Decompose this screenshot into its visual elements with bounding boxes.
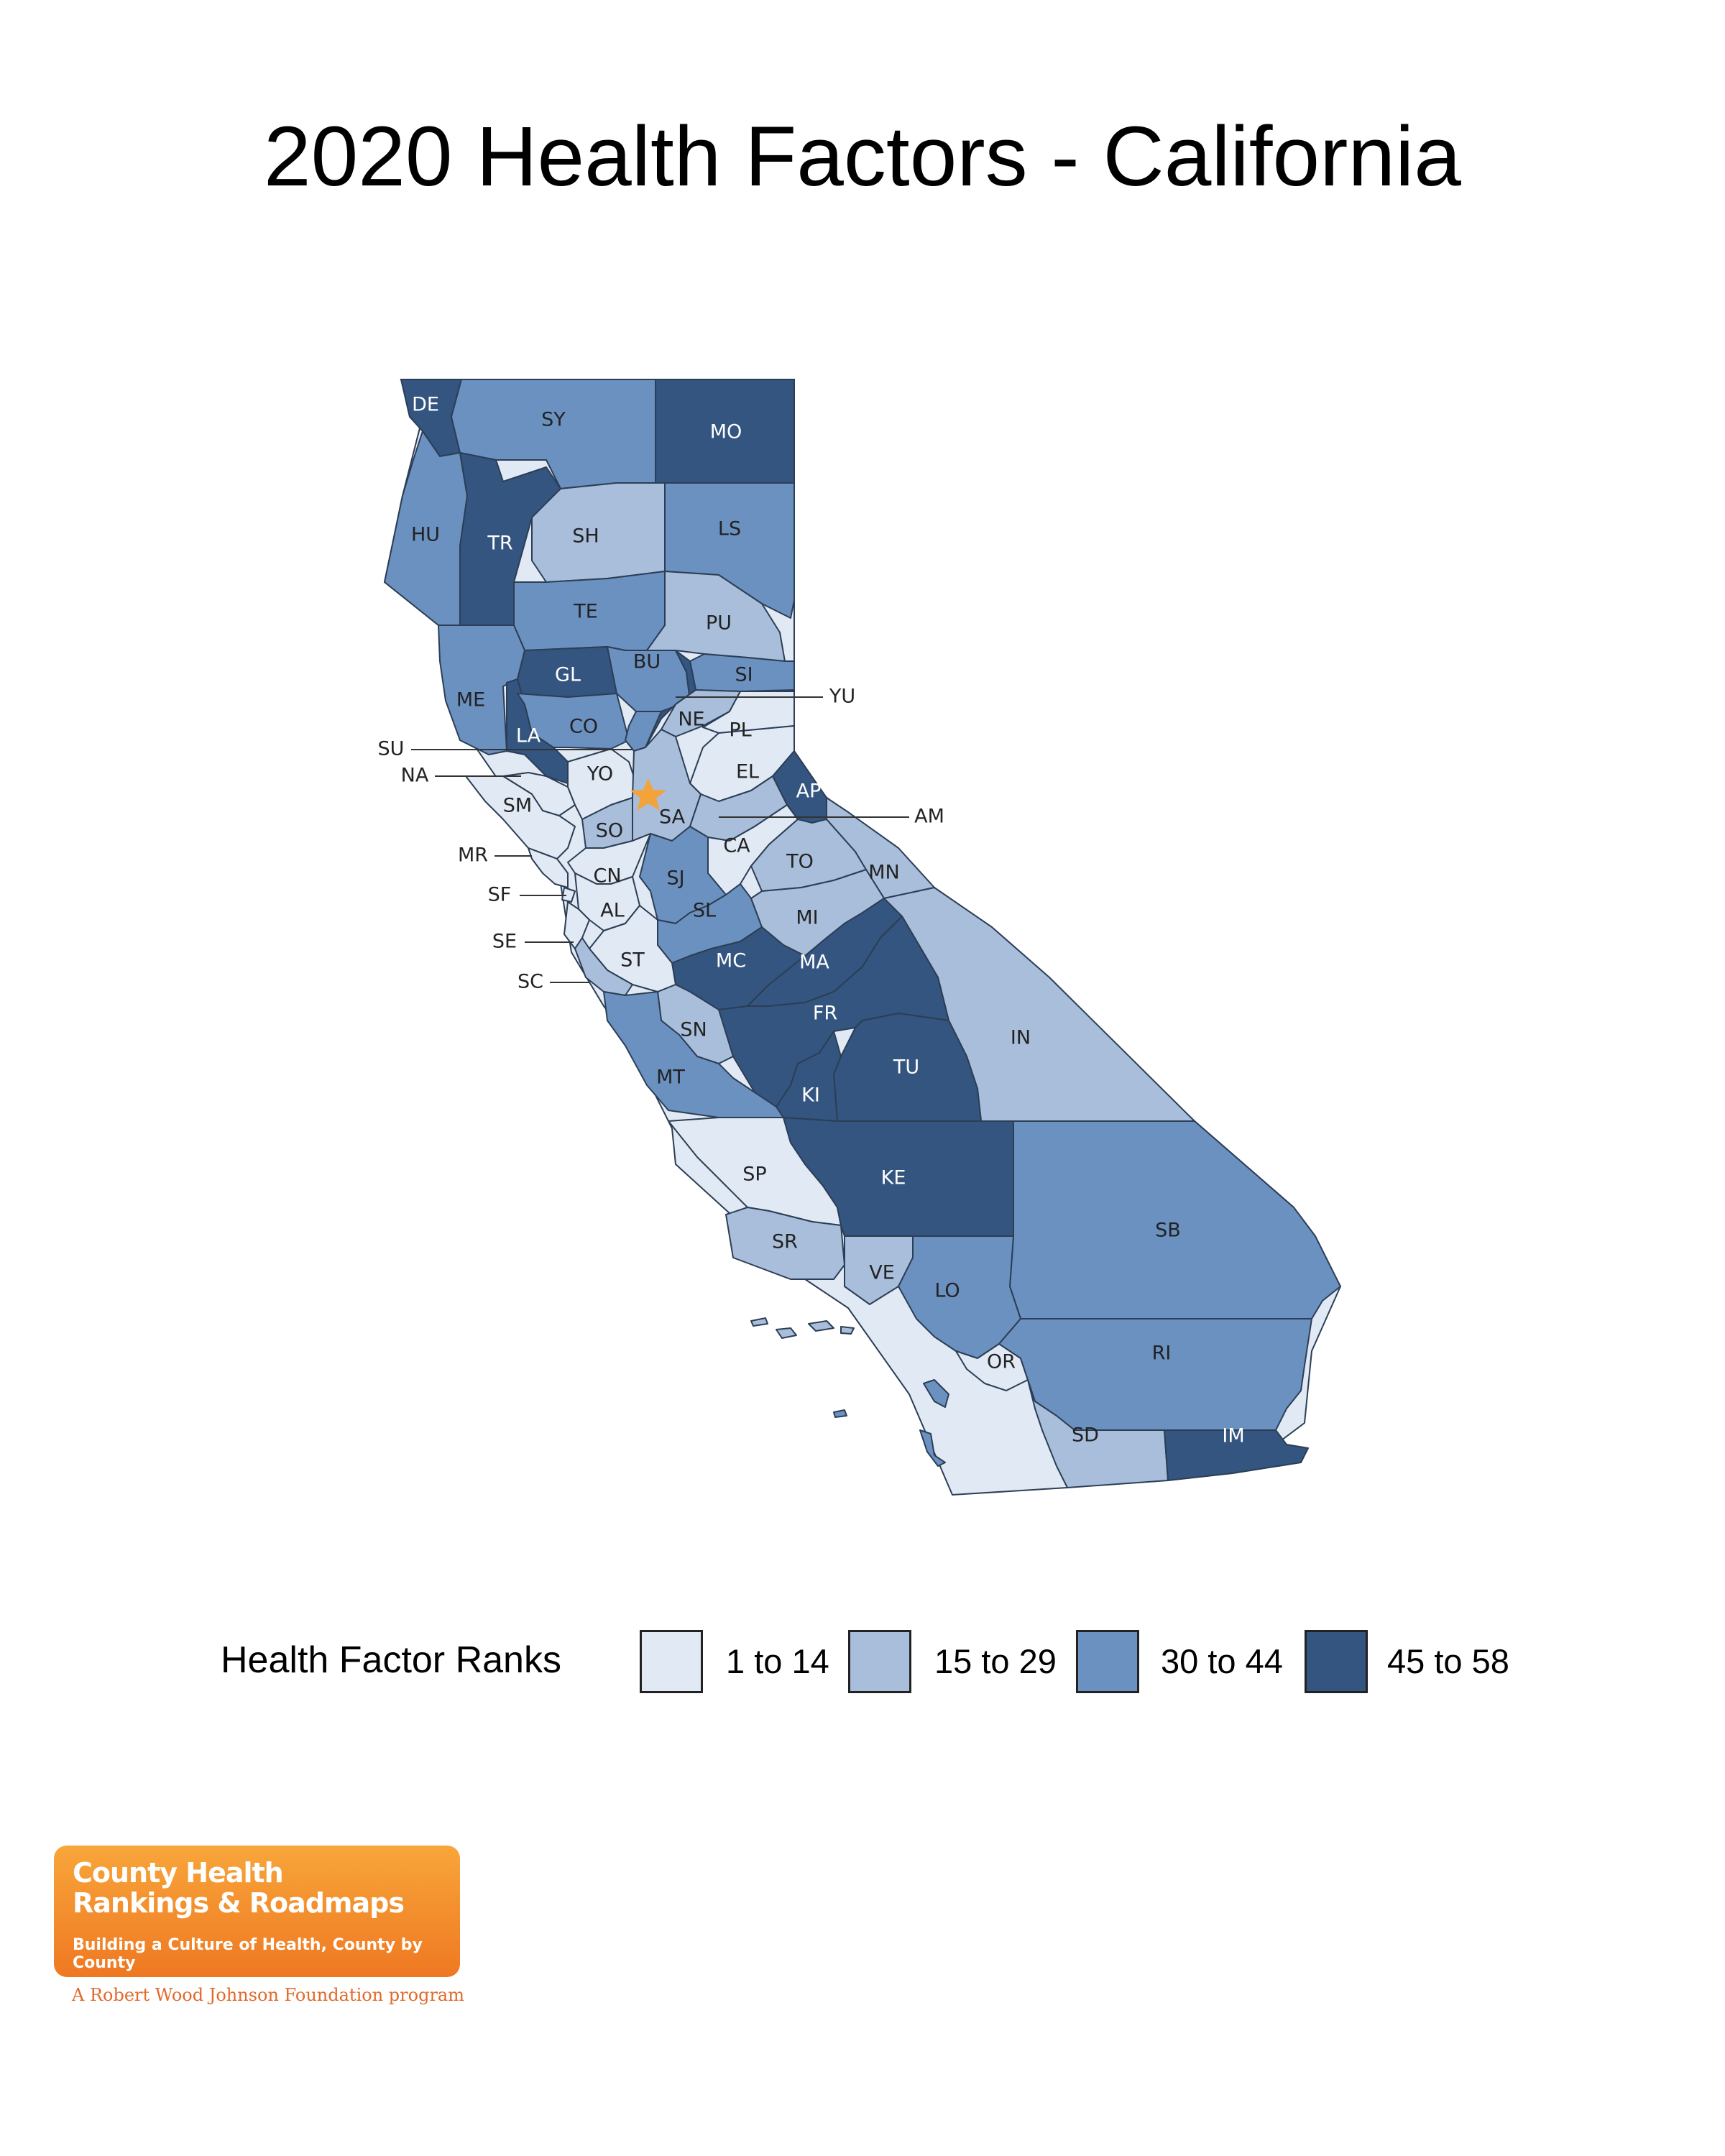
county-ke — [783, 1117, 1014, 1237]
county-label-sa: SA — [659, 806, 686, 829]
county-label-de: DE — [412, 394, 439, 416]
counties-layer — [384, 379, 1341, 1488]
county-label-yu: YU — [829, 686, 855, 708]
labels-layer: DE SY MO HU TR SH LS TE PU ME GL BU SI YU LA CO NE PL SU NA… — [378, 394, 1245, 1447]
county-label-mt: MT — [656, 1067, 685, 1089]
county-label-co: CO — [569, 716, 598, 738]
county-label-me: ME — [456, 689, 485, 711]
county-label-ap: AP — [796, 780, 822, 803]
county-label-so: SO — [596, 820, 623, 842]
county-label-sy: SY — [541, 409, 566, 431]
island-shape — [833, 1409, 847, 1418]
county-label-hu: HU — [411, 524, 440, 546]
county-label-sj: SJ — [666, 867, 684, 890]
county-label-pl: PL — [729, 719, 751, 742]
county-label-ke: KE — [881, 1167, 906, 1189]
county-sc — [574, 937, 633, 996]
county-label-mc: MC — [716, 950, 746, 972]
county-label-al: AL — [600, 900, 625, 922]
county-label-st: ST — [620, 949, 645, 972]
county-label-sb: SB — [1155, 1220, 1181, 1242]
county-label-fr: FR — [813, 1003, 837, 1025]
county-co — [517, 693, 630, 750]
county-me — [438, 625, 525, 755]
county-label-ki: KI — [801, 1084, 820, 1107]
county-label-in: IN — [1011, 1027, 1031, 1049]
county-health-rankings-logo: County Health Rankings & Roadmaps Buildi… — [54, 1846, 460, 1977]
county-label-bu: BU — [633, 651, 661, 673]
county-label-cn: CN — [593, 865, 621, 888]
legend-label-2: 15 to 29 — [934, 1642, 1057, 1680]
legend-swatch-1 — [640, 1630, 703, 1693]
county-label-sc: SC — [518, 971, 543, 993]
county-label-si: SI — [735, 664, 753, 686]
logo-tagline: Building a Culture of Health, County by … — [73, 1936, 423, 1972]
legend-swatch-3 — [1076, 1630, 1139, 1693]
county-mr — [528, 847, 569, 888]
legend-label-3: 30 to 44 — [1161, 1642, 1283, 1680]
county-label-mr: MR — [458, 844, 488, 867]
star-icon — [630, 778, 666, 811]
county-label-sn: SN — [680, 1019, 707, 1041]
county-label-el: EL — [736, 761, 759, 783]
county-label-su: SU — [378, 738, 405, 760]
county-label-sd: SD — [1072, 1424, 1099, 1447]
county-label-se: SE — [492, 931, 517, 953]
county-label-tr: TR — [487, 533, 512, 555]
county-im — [1164, 1429, 1309, 1481]
county-label-sh: SH — [572, 525, 599, 548]
island-shape — [776, 1327, 797, 1339]
county-label-or: OR — [987, 1351, 1016, 1373]
county-label-gl: GL — [555, 664, 581, 686]
island-shape — [923, 1379, 949, 1408]
island-shape — [840, 1326, 855, 1335]
county-label-sr: SR — [772, 1231, 798, 1253]
island-shape — [750, 1317, 768, 1327]
island-shape — [919, 1429, 946, 1467]
county-label-ca: CA — [723, 835, 750, 857]
county-label-sf: SF — [488, 884, 512, 906]
county-label-ls: LS — [718, 518, 741, 540]
county-label-am: AM — [914, 806, 944, 828]
county-label-na: NA — [401, 765, 429, 787]
county-label-pu: PU — [706, 612, 732, 635]
logo-line-1: County Health — [73, 1857, 284, 1889]
county-label-to: TO — [786, 851, 814, 873]
county-sm — [465, 775, 576, 860]
county-tr — [459, 452, 561, 626]
logo-line-2: Rankings & Roadmaps — [73, 1887, 405, 1919]
island-shape — [808, 1320, 834, 1332]
county-label-la: LA — [516, 725, 541, 747]
county-label-im: IM — [1222, 1425, 1244, 1447]
legend-label-1: 1 to 14 — [726, 1642, 829, 1680]
county-mt — [603, 991, 784, 1118]
county-label-ri: RI — [1152, 1342, 1172, 1365]
county-label-lo: LO — [934, 1280, 960, 1302]
county-label-mn: MN — [868, 862, 900, 884]
county-label-ma: MA — [799, 952, 829, 974]
county-label-te: TE — [573, 601, 598, 623]
legend-title: Health Factor Ranks — [221, 1639, 561, 1681]
county-label-tu: TU — [893, 1056, 919, 1079]
legend-swatch-4 — [1305, 1630, 1368, 1693]
county-label-ne: NE — [678, 709, 704, 731]
legend-swatch-2 — [848, 1630, 911, 1693]
county-label-mo: MO — [710, 421, 742, 443]
county-label-sp: SP — [742, 1164, 766, 1186]
county-label-sm: SM — [503, 795, 532, 817]
county-label-mi: MI — [796, 907, 818, 929]
leaders-layer — [411, 696, 909, 983]
page-title: 2020 Health Factors - California — [264, 109, 1461, 204]
logo-program-text: A Robert Wood Johnson Foundation program — [72, 1985, 464, 2005]
legend-label-4: 45 to 58 — [1387, 1642, 1509, 1680]
county-label-yo: YO — [586, 763, 613, 786]
county-label-ve: VE — [869, 1262, 895, 1284]
county-label-sl: SL — [693, 900, 716, 922]
